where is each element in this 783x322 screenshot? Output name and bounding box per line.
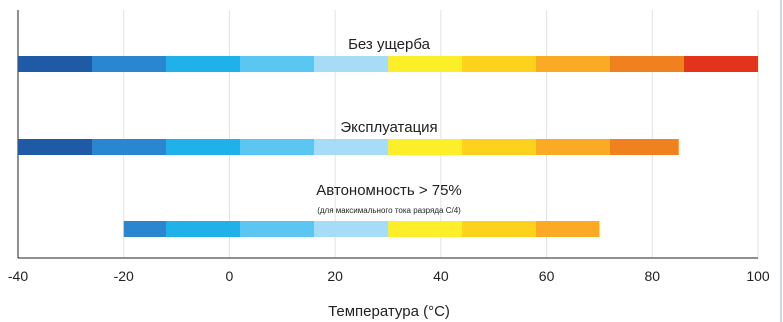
x-tick-label: 80: [644, 268, 660, 284]
bar-segment: [92, 139, 166, 155]
bar-segment: [166, 56, 240, 72]
bar-segment: [610, 56, 684, 72]
series-label: Эксплуатация: [340, 119, 437, 136]
x-tick-label: 0: [226, 268, 234, 284]
x-tick-label: 60: [539, 268, 555, 284]
x-tick-label: 20: [327, 268, 343, 284]
series-label: Без ущерба: [348, 36, 431, 53]
bar-segment: [536, 139, 610, 155]
bar-segment: [166, 139, 240, 155]
bar-segment: [314, 139, 388, 155]
series-label: Автономность > 75%: [316, 182, 462, 199]
bar-segment: [240, 56, 314, 72]
range-bars: [18, 56, 758, 237]
x-tick-labels: -40 -20 0 20 40 60 80 100: [8, 268, 770, 284]
right-edge-divider: [780, 0, 782, 322]
bar-segment: [18, 56, 92, 72]
series-note: (для максимального тока разряда С/4): [317, 206, 461, 215]
bar-segment: [388, 139, 462, 155]
bar-segment: [240, 221, 314, 237]
bar-segment: [536, 56, 610, 72]
bar-segment: [536, 221, 600, 237]
bar-labels: Без ущерба Эксплуатация Автономность > 75%…: [316, 36, 462, 215]
bar-segment: [462, 221, 536, 237]
bar-segment: [314, 56, 388, 72]
bar-segment: [166, 221, 240, 237]
bar-segment: [92, 56, 166, 72]
bar-segment: [388, 221, 462, 237]
bar-segment: [314, 221, 388, 237]
x-tick-label: 100: [746, 268, 770, 284]
bar-segment: [18, 139, 92, 155]
bar-segment: [240, 139, 314, 155]
bar-segment: [462, 139, 536, 155]
grid-lines: [17, 10, 759, 259]
bar-segment: [462, 56, 536, 72]
bar-segment: [123, 221, 166, 237]
x-tick-label: 40: [433, 268, 449, 284]
bar-segment: [684, 56, 758, 72]
x-tick-label: -20: [114, 268, 134, 284]
bar-segment: [610, 139, 679, 155]
x-axis-label: Температура (°C): [328, 303, 450, 320]
x-tick-label: -40: [8, 268, 28, 284]
bar-segment: [388, 56, 462, 72]
